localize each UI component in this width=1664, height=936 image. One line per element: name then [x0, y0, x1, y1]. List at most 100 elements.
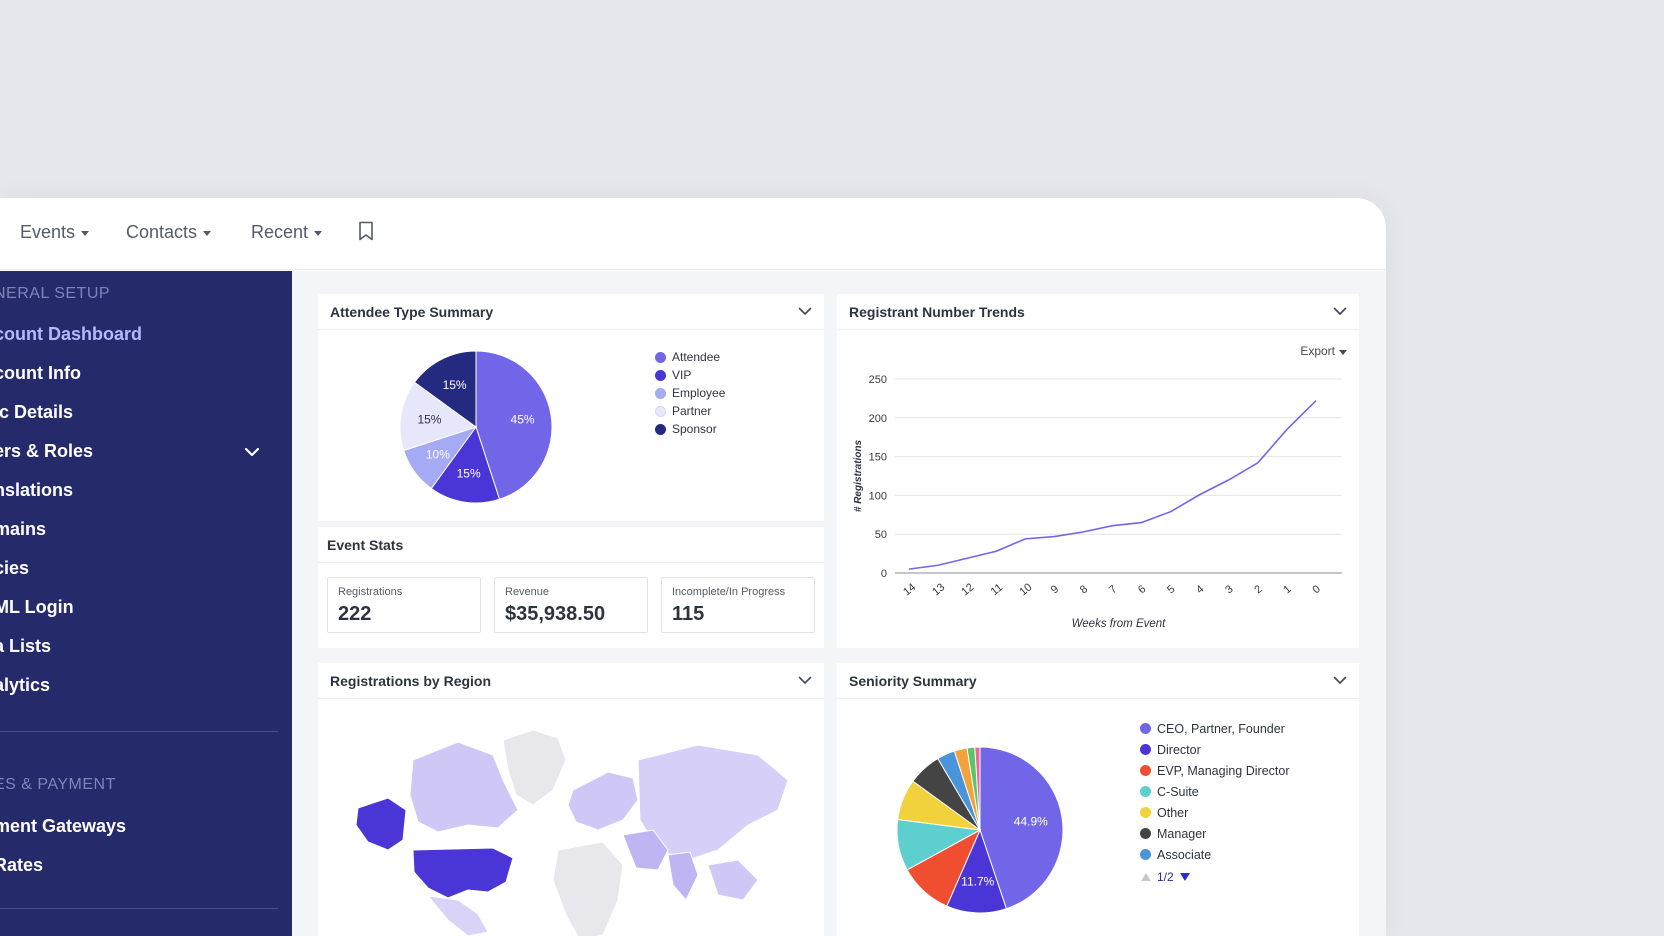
legend-label: Manager	[1157, 826, 1207, 841]
legend-dot	[1140, 786, 1151, 797]
x-tick-label: 14	[901, 581, 918, 598]
legend-item[interactable]: Director	[1140, 739, 1289, 760]
sidebar-item-data-lists[interactable]: a Lists	[0, 636, 52, 656]
pie-slice[interactable]	[946, 828, 1007, 914]
map-region-se-asia	[707, 859, 759, 901]
x-tick-label: 0	[1310, 583, 1322, 596]
card-title: Registrant Number Trends	[849, 303, 1025, 320]
sidebar-item-account-dashboard[interactable]: count Dashboard	[0, 324, 143, 344]
card-title: Registrations by Region	[330, 672, 492, 689]
legend-item[interactable]: Attendee	[655, 348, 725, 366]
sidebar-item-translations[interactable]: nslations	[0, 480, 74, 500]
x-tick-label: 4	[1194, 583, 1206, 596]
map-region-middle-east	[622, 829, 669, 871]
pie-slice[interactable]	[430, 425, 501, 504]
chevron-down-icon[interactable]	[798, 676, 812, 685]
caret-down-icon	[1339, 349, 1347, 355]
seniority-legend: CEO, Partner, Founder Director EVP, Managi…	[1140, 718, 1289, 865]
legend-item[interactable]: Partner	[655, 402, 725, 420]
seniority-summary-card: Seniority Summary 44.9% 11.7% CEO, Partne…	[837, 663, 1359, 936]
slice-label: 15%	[443, 378, 467, 392]
y-tick-label: 100	[869, 490, 887, 502]
pie-slice[interactable]	[974, 746, 981, 831]
y-tick-label: 250	[869, 374, 887, 386]
sidebar-section-general-setup: NERAL SETUP	[0, 285, 111, 302]
legend-dot	[1140, 849, 1151, 860]
y-tick-label: 200	[869, 413, 887, 425]
nav-events[interactable]: Events	[20, 222, 90, 243]
legend-item[interactable]: C-Suite	[1140, 781, 1289, 802]
attendee-legend: Attendee VIP Employee Partner Sponsor	[655, 348, 725, 438]
nav-contacts[interactable]: Contacts	[126, 222, 212, 243]
x-tick-label: 12	[959, 581, 976, 598]
bookmark-icon[interactable]	[358, 221, 374, 241]
map-region-canada	[409, 741, 519, 833]
slice-label: 15%	[417, 413, 441, 427]
map-region-greenland	[502, 729, 567, 806]
attendee-pie-chart: 45% 15% 10% 15% 15%	[399, 350, 553, 504]
map-region-europe	[567, 771, 639, 831]
card-title: Attendee Type Summary	[330, 303, 494, 320]
sidebar-item-payment-gateways[interactable]: ment Gateways	[0, 816, 127, 836]
legend-label: Director	[1157, 742, 1201, 757]
seniority-pie-chart: 44.9% 11.7%	[896, 746, 1064, 914]
sidebar-item-policies[interactable]: cies	[0, 558, 30, 578]
sidebar-item-users-roles[interactable]: ers & Roles	[0, 441, 94, 461]
slice-label: 45%	[511, 413, 535, 427]
sidebar-item-account-info[interactable]: count Info	[0, 363, 81, 383]
x-tick-label: 8	[1078, 583, 1090, 596]
sidebar-item-domains[interactable]: mains	[0, 519, 47, 539]
legend-item[interactable]: EVP, Managing Director	[1140, 760, 1289, 781]
map-region-india	[667, 851, 699, 901]
chevron-down-icon[interactable]	[1333, 676, 1347, 685]
pie-slice[interactable]	[979, 746, 1064, 910]
chevron-down-icon[interactable]	[798, 307, 812, 316]
x-tick-label: 10	[1017, 581, 1034, 598]
world-map	[355, 729, 789, 936]
sidebar-divider	[0, 908, 278, 909]
chevron-down-icon[interactable]	[1333, 307, 1347, 316]
y-axis-label: # Registrations	[853, 439, 864, 512]
pager-next-icon[interactable]	[1179, 872, 1191, 882]
legend-label: Associate	[1157, 847, 1212, 862]
sidebar-item-basic-details[interactable]: ic Details	[0, 402, 74, 422]
y-tick-label: 0	[881, 568, 887, 580]
legend-item[interactable]: CEO, Partner, Founder	[1140, 718, 1289, 739]
caret-down-icon	[314, 231, 323, 236]
legend-item[interactable]: Manager	[1140, 823, 1289, 844]
sidebar-item-analytics[interactable]: alytics	[0, 675, 51, 695]
caret-down-icon	[81, 231, 90, 236]
legend-item[interactable]: Employee	[655, 384, 725, 402]
nav-recent[interactable]: Recent	[251, 222, 323, 243]
legend-label: C-Suite	[1157, 784, 1199, 799]
legend-label: CEO, Partner, Founder	[1157, 721, 1285, 736]
sidebar-item-tax-rates[interactable]: Rates	[0, 855, 44, 875]
export-button[interactable]: Export	[1300, 344, 1347, 358]
card-title: Seniority Summary	[849, 672, 977, 689]
legend-pager: 1/2	[1140, 870, 1191, 884]
x-tick-label: 3	[1223, 583, 1235, 596]
x-tick-label: 13	[930, 581, 947, 598]
legend-item[interactable]: Sponsor	[655, 420, 725, 438]
pie-slice[interactable]	[475, 350, 553, 500]
pie-slice[interactable]	[413, 350, 477, 428]
chevron-down-icon[interactable]	[244, 447, 260, 457]
legend-dot	[1140, 828, 1151, 839]
stat-registrations: Registrations 222	[327, 577, 481, 633]
card-title: Event Stats	[327, 536, 404, 553]
legend-label: EVP, Managing Director	[1157, 763, 1290, 778]
legend-dot	[655, 405, 666, 417]
pie-slice[interactable]	[399, 381, 478, 452]
legend-item[interactable]: VIP	[655, 366, 725, 384]
legend-dot	[655, 387, 666, 399]
map-region-mexico	[426, 895, 489, 936]
sidebar-item-saml-login[interactable]: ML Login	[0, 597, 74, 617]
pager-text: 1/2	[1157, 870, 1174, 884]
series-line	[908, 400, 1317, 570]
legend-item[interactable]: Other	[1140, 802, 1289, 823]
dashboard-main: Attendee Type Summary 45% 15% 10% 15% 15% At…	[292, 271, 1386, 936]
legend-item[interactable]: Associate	[1140, 844, 1289, 865]
slice-label: 44.9%	[1014, 815, 1048, 829]
y-tick-label: 150	[869, 452, 887, 464]
pager-prev-icon[interactable]	[1140, 872, 1152, 882]
